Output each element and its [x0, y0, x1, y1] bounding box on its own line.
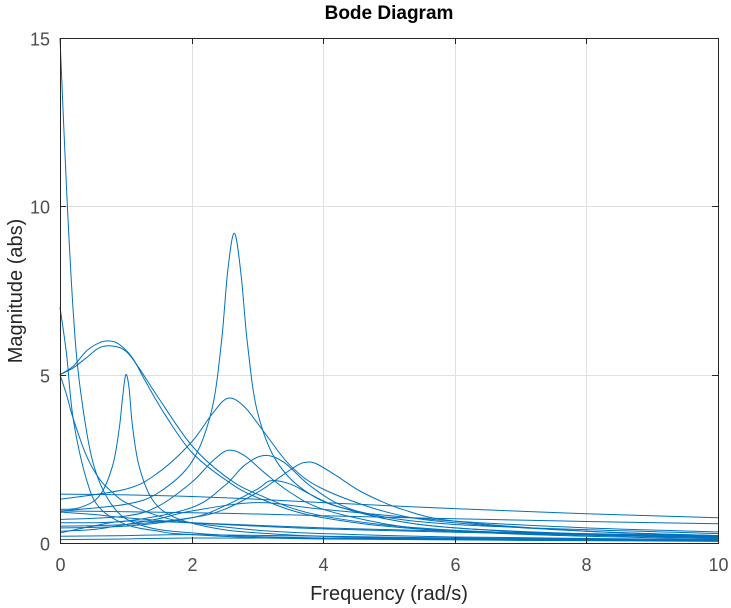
x-tick-label: 2 — [187, 555, 197, 575]
series-line-1 — [59, 37, 719, 542]
series-line-7 — [59, 232, 719, 535]
series-line-5 — [59, 374, 719, 541]
y-axis-label: Magnitude (abs) — [5, 219, 27, 364]
x-tick-label: 0 — [55, 555, 65, 575]
series-line-4 — [59, 345, 719, 539]
series-line-11 — [59, 461, 719, 537]
series-line-16 — [59, 520, 719, 537]
series-line-14 — [59, 510, 719, 525]
y-tick-label: 0 — [40, 535, 50, 555]
series-layer — [59, 37, 719, 542]
x-tick-label: 6 — [450, 555, 460, 575]
x-axis-label: Frequency (rad/s) — [310, 583, 468, 605]
grid-layer — [60, 38, 718, 543]
series-line-12 — [59, 480, 719, 538]
y-tick-label: 15 — [30, 30, 50, 50]
series-line-13 — [59, 493, 719, 519]
plot-frame — [60, 38, 719, 544]
y-tick-label: 10 — [30, 198, 50, 218]
x-tick-label: 8 — [581, 555, 591, 575]
series-line-2 — [59, 307, 719, 542]
x-tick-label: 4 — [318, 555, 328, 575]
series-line-15 — [59, 511, 719, 537]
series-line-3 — [59, 340, 719, 539]
x-tick-label: 10 — [708, 555, 728, 575]
chart-title: Bode Diagram — [325, 3, 454, 24]
series-line-17 — [59, 502, 719, 533]
tick-layer: 0 2 4 6 8 10 0 5 10 15 — [30, 30, 729, 576]
y-tick-label: 5 — [40, 367, 50, 387]
series-line-8 — [59, 397, 719, 537]
